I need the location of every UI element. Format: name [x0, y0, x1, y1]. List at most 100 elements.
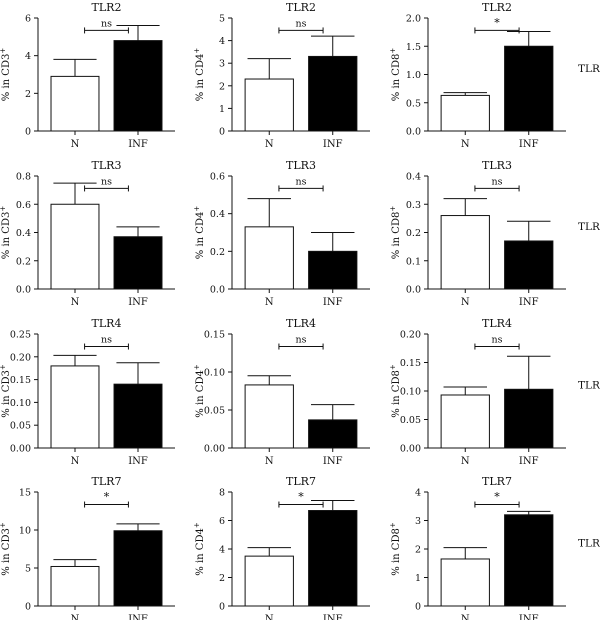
- bar-inf: [504, 388, 554, 449]
- chart-title: TLR3: [286, 159, 316, 172]
- y-axis-label: % in CD8+: [389, 48, 402, 102]
- y-tick-label: 0.10: [10, 398, 31, 409]
- significance-label: *: [494, 491, 500, 504]
- x-tick-label: INF: [128, 297, 148, 308]
- x-tick-label: N: [461, 456, 470, 467]
- bar-inf: [113, 40, 163, 132]
- x-tick-label: INF: [323, 139, 343, 150]
- row-label: TLR7: [578, 538, 600, 550]
- x-tick-label: INF: [519, 456, 539, 467]
- row-label: TLR2: [578, 63, 600, 75]
- chart-title: TLR7: [482, 475, 512, 488]
- y-tick-label: 0: [415, 602, 421, 613]
- x-tick-label: N: [265, 139, 274, 150]
- x-tick-label: INF: [323, 297, 343, 308]
- y-tick-label: 0.4: [16, 228, 31, 239]
- y-tick-label: 0.4: [406, 172, 421, 183]
- x-tick-label: INF: [128, 614, 148, 620]
- chart-panel: TLR2 0 1 2 3 4 5 % in CD4+ N INF ns: [193, 1, 370, 150]
- x-tick-label: INF: [323, 456, 343, 467]
- y-tick-label: 0.10: [400, 387, 421, 398]
- bar-inf: [504, 514, 554, 607]
- x-tick-label: N: [461, 139, 470, 150]
- y-tick-label: 0.6: [16, 200, 31, 211]
- y-tick-label: 0.15: [204, 330, 225, 341]
- x-tick-label: INF: [519, 614, 539, 620]
- x-tick-label: N: [265, 456, 274, 467]
- bar-inf: [308, 510, 358, 607]
- bar-inf: [308, 250, 358, 290]
- y-tick-label: 0.00: [10, 444, 31, 455]
- significance-label: ns: [492, 176, 503, 187]
- bar-n: [244, 226, 294, 290]
- x-tick-label: INF: [519, 139, 539, 150]
- y-tick-label: 3: [415, 516, 421, 527]
- bar-n: [50, 365, 100, 449]
- bar-n: [50, 75, 100, 132]
- chart-panel: TLR7 0 1 2 3 4 % in CD8+ N INF * TLR7: [389, 475, 600, 620]
- y-tick-label: 2: [25, 89, 31, 100]
- significance-label: ns: [296, 176, 307, 187]
- y-axis-label: % in CD4+: [193, 206, 206, 260]
- bar-n: [440, 215, 490, 290]
- chart-title: TLR3: [92, 159, 122, 172]
- chart-title: TLR4: [92, 317, 122, 330]
- chart-panel: TLR3 0.0 0.2 0.4 0.6 % in CD4+ N INF ns: [193, 159, 370, 308]
- significance-label: ns: [296, 335, 307, 346]
- x-tick-label: N: [461, 614, 470, 620]
- bar-n: [440, 558, 490, 607]
- bar-n: [244, 384, 294, 449]
- y-tick-label: 0.2: [406, 228, 421, 239]
- x-tick-label: N: [71, 456, 80, 467]
- bar-inf: [308, 419, 358, 449]
- y-tick-label: 0.0: [406, 285, 421, 296]
- y-tick-label: 0.20: [400, 330, 421, 341]
- chart-title: TLR2: [92, 1, 122, 14]
- significance-label: ns: [492, 335, 503, 346]
- y-axis-label: % in CD3+: [0, 48, 12, 102]
- y-tick-label: 0: [219, 127, 225, 138]
- y-tick-label: 4: [25, 51, 31, 62]
- x-tick-label: N: [71, 614, 80, 620]
- y-tick-label: 2: [219, 81, 225, 92]
- x-tick-label: INF: [128, 456, 148, 467]
- chart-title: TLR7: [92, 475, 122, 488]
- y-axis-label: % in CD3+: [0, 522, 12, 576]
- y-tick-label: 0.05: [204, 406, 225, 417]
- x-tick-label: INF: [519, 297, 539, 308]
- chart-panel: TLR3 0.0 0.1 0.2 0.3 0.4 % in CD8+ N INF ns TLR3: [389, 159, 600, 308]
- significance-label: ns: [101, 335, 112, 346]
- y-tick-label: 6: [25, 14, 31, 25]
- y-tick-label: 5: [25, 564, 31, 575]
- bar-n: [440, 94, 490, 132]
- significance-label: *: [104, 491, 110, 504]
- x-tick-label: N: [265, 297, 274, 308]
- y-axis-label: % in CD8+: [389, 206, 402, 260]
- significance-label: *: [298, 491, 304, 504]
- y-tick-label: 0.05: [400, 415, 421, 426]
- y-tick-label: 0.00: [400, 444, 421, 455]
- y-tick-label: 0.25: [10, 330, 31, 341]
- y-axis-label: % in CD3+: [0, 206, 12, 260]
- y-tick-label: 1: [415, 573, 421, 584]
- bar-inf: [113, 530, 163, 607]
- significance-label: ns: [101, 176, 112, 187]
- x-tick-label: N: [71, 139, 80, 150]
- y-tick-label: 0.15: [10, 375, 31, 386]
- y-tick-label: 1: [219, 104, 225, 115]
- significance-label: ns: [101, 18, 112, 29]
- y-tick-label: 0.8: [16, 172, 31, 183]
- bar-inf: [308, 55, 358, 132]
- x-tick-label: INF: [128, 139, 148, 150]
- y-axis-label: % in CD4+: [193, 522, 206, 576]
- y-tick-label: 0: [219, 602, 225, 613]
- y-axis-label: % in CD4+: [193, 364, 206, 418]
- y-tick-label: 4: [219, 36, 225, 47]
- row-label: TLR3: [578, 221, 600, 233]
- y-axis-label: % in CD8+: [389, 522, 402, 576]
- y-tick-label: 0.2: [16, 256, 31, 267]
- y-tick-label: 1.5: [406, 42, 421, 53]
- y-tick-label: 0.6: [210, 172, 225, 183]
- chart-panel: TLR4 0.00 0.05 0.10 0.15 0.20 0.25 % in CD3+ N IN…: [0, 317, 175, 467]
